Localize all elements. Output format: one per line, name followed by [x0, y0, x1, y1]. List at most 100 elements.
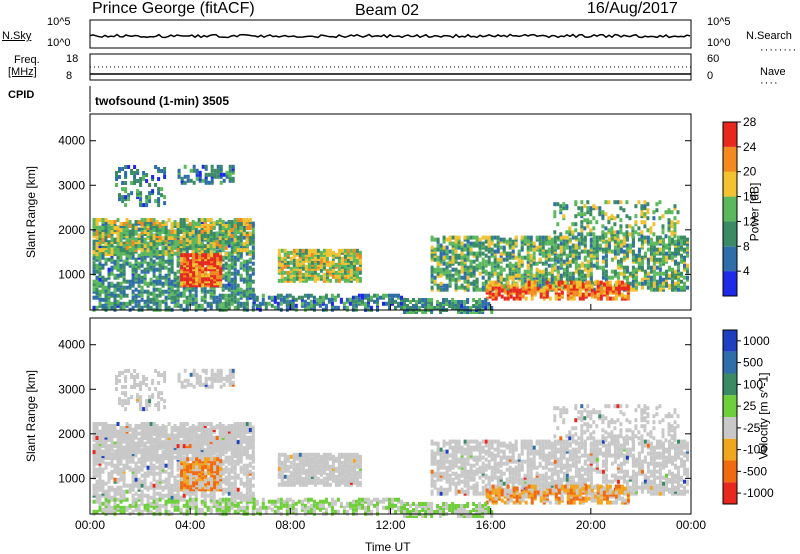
- power-cell: [400, 301, 403, 306]
- power-cell: [550, 263, 554, 268]
- power-cell: [245, 291, 249, 296]
- power-cell: [286, 250, 290, 255]
- power-cell: [195, 168, 199, 173]
- velocity-cell: [95, 459, 99, 464]
- power-cell: [601, 247, 605, 252]
- power-cell: [282, 297, 286, 302]
- power-cell: [559, 273, 563, 278]
- power-cell: [592, 243, 596, 248]
- velocity-cell: [92, 467, 96, 472]
- power-cell: [683, 247, 686, 252]
- power-cell: [133, 175, 137, 179]
- power-cell: [547, 247, 551, 252]
- power-cell: [595, 206, 599, 211]
- power-cell: [577, 212, 581, 217]
- power-cell: [599, 280, 603, 285]
- power-cell: [131, 246, 135, 251]
- power-cell: [154, 199, 158, 204]
- power-cell: [110, 305, 114, 310]
- power-cell: [655, 235, 659, 240]
- power-cell: [574, 277, 578, 282]
- velocity-cell: [104, 501, 108, 506]
- power-cell: [481, 275, 485, 280]
- power-cell: [116, 299, 120, 304]
- power-cell: [334, 262, 338, 267]
- power-cell: [155, 305, 159, 310]
- velocity-cell: [110, 509, 114, 514]
- power-cell: [236, 230, 240, 234]
- power-cell: [436, 271, 440, 276]
- power-cell: [572, 284, 576, 289]
- power-cell: [194, 285, 198, 290]
- power-cell: [586, 200, 590, 205]
- power-cell: [104, 242, 108, 247]
- power-cell: [343, 264, 347, 269]
- power-cell: [339, 297, 343, 302]
- power-cell: [604, 261, 608, 266]
- velocity-cell: [119, 491, 123, 496]
- power-cell: [421, 310, 425, 314]
- power-cell: [607, 243, 611, 248]
- power-cell: [127, 165, 131, 169]
- power-cell: [236, 297, 240, 302]
- power-cell: [550, 249, 554, 254]
- power-cell: [248, 241, 252, 246]
- power-cell: [511, 239, 515, 244]
- power-cell: [101, 234, 105, 239]
- power-cell: [210, 253, 214, 258]
- power-cell: [224, 221, 228, 226]
- power-cell: [460, 265, 464, 270]
- power-cell: [197, 230, 201, 234]
- velocity-cell: [131, 493, 135, 498]
- velocity-cell: [110, 429, 114, 434]
- velocity-cell: [125, 489, 129, 494]
- power-cell: [583, 273, 587, 278]
- power-cell: [228, 168, 232, 173]
- power-cell: [230, 241, 234, 246]
- power-cell: [155, 267, 159, 272]
- power-cell: [179, 218, 183, 222]
- power-cell: [310, 260, 314, 265]
- power-cell: [245, 297, 249, 302]
- power-cell: [316, 276, 320, 281]
- power-cell: [95, 305, 99, 310]
- power-cell: [204, 253, 208, 258]
- power-cell: [104, 252, 108, 257]
- power-cell: [298, 248, 302, 253]
- power-cell: [472, 253, 476, 258]
- power-cell: [494, 292, 498, 297]
- power-cell: [98, 253, 102, 258]
- power-cell: [195, 253, 199, 258]
- power-cell: [219, 255, 223, 260]
- power-cell: [185, 238, 189, 243]
- velocity-cell: [131, 427, 135, 432]
- power-cell: [610, 214, 614, 219]
- power-cell: [547, 263, 551, 268]
- power-cell: [593, 280, 597, 285]
- power-cell: [152, 240, 156, 245]
- power-cell: [115, 171, 118, 175]
- power-cell: [676, 220, 680, 225]
- power-cell: [92, 295, 96, 300]
- velocity-cell: [95, 485, 99, 490]
- power-cell: [183, 164, 187, 169]
- power-cell: [137, 234, 141, 239]
- power-cell: [158, 236, 162, 241]
- power-cell: [508, 261, 512, 266]
- power-cell: [625, 214, 629, 219]
- power-cell: [472, 265, 476, 270]
- power-cell: [283, 248, 287, 253]
- power-cell: [662, 277, 665, 282]
- power-cell: [445, 237, 449, 242]
- power-cell: [251, 271, 255, 276]
- power-cell: [104, 257, 108, 262]
- power-cell: [652, 269, 656, 274]
- power-cell: [236, 236, 240, 241]
- power-cell: [104, 305, 108, 310]
- power-cell: [309, 303, 313, 308]
- power-cell: [133, 171, 137, 175]
- power-cell: [484, 306, 488, 310]
- velocity-cell: [149, 485, 153, 490]
- power-cell: [658, 235, 662, 240]
- power-cell: [122, 285, 126, 290]
